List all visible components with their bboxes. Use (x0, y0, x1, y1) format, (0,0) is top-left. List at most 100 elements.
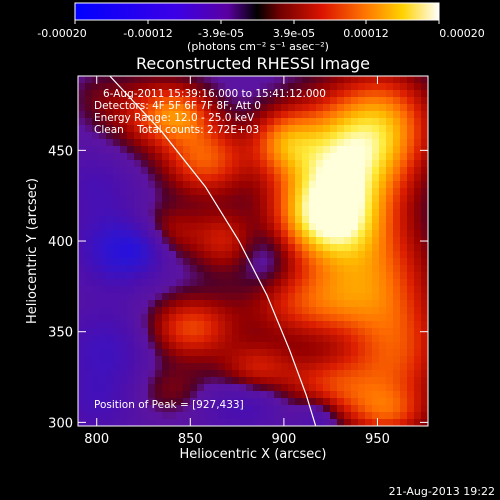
heatmap-cell (337, 265, 345, 273)
heatmap-cell (288, 307, 296, 315)
heatmap-cell (344, 342, 352, 350)
heatmap-cell (267, 118, 275, 126)
heatmap-cell (281, 419, 289, 426)
heatmap-cell (176, 237, 184, 245)
heatmap-cell (309, 230, 317, 238)
heatmap-cell (260, 293, 268, 301)
heatmap-cell (197, 153, 205, 161)
heatmap-cell (148, 132, 156, 140)
heatmap-cell (393, 300, 401, 308)
heatmap-cell (344, 412, 352, 420)
annotation-peak-position: Position of Peak = [927,433] (94, 399, 244, 411)
heatmap-cell (330, 377, 338, 385)
heatmap-cell (183, 118, 191, 126)
heatmap-cell (414, 377, 422, 385)
heatmap-cell (358, 118, 366, 126)
heatmap-cell (386, 272, 394, 280)
heatmap-cell (316, 104, 324, 112)
heatmap-cell (141, 174, 149, 182)
heatmap-cell (141, 272, 149, 280)
heatmap-cell (358, 244, 366, 252)
heatmap-cell (295, 321, 303, 329)
heatmap-cell (232, 125, 240, 133)
heatmap-cell (372, 398, 380, 406)
heatmap-cell (421, 391, 428, 399)
heatmap-cell (316, 146, 324, 154)
heatmap-cell (113, 209, 121, 217)
heatmap-cell (148, 363, 156, 371)
heatmap-cell (337, 174, 345, 182)
heatmap-cell (414, 181, 422, 189)
heatmap-cell (120, 125, 128, 133)
heatmap-cell (239, 335, 247, 343)
heatmap-cell (141, 76, 149, 84)
heatmap-cell (372, 237, 380, 245)
heatmap-cell (239, 356, 247, 364)
heatmap-cell (239, 195, 247, 203)
heatmap-cell (302, 90, 310, 98)
heatmap-cell (148, 335, 156, 343)
heatmap-cell (316, 398, 324, 406)
heatmap-cell (253, 342, 261, 350)
heatmap-cell (323, 293, 331, 301)
heatmap-cell (162, 237, 170, 245)
heatmap-cell (218, 391, 226, 399)
heatmap-cell (190, 328, 198, 336)
heatmap-cell (358, 412, 366, 420)
heatmap-cell (393, 146, 401, 154)
heatmap-cell (253, 300, 261, 308)
heatmap-cell (260, 384, 268, 392)
heatmap-cell (358, 125, 366, 133)
heatmap-cell (274, 209, 282, 217)
heatmap-cell (351, 342, 359, 350)
heatmap-cell (337, 356, 345, 364)
heatmap-cell (85, 160, 93, 168)
heatmap-cell (225, 377, 233, 385)
heatmap-cell (190, 384, 198, 392)
heatmap-cell (169, 307, 177, 315)
heatmap-cell (204, 139, 212, 147)
heatmap-cell (288, 97, 296, 105)
heatmap-cell (148, 307, 156, 315)
heatmap-cell (225, 104, 233, 112)
heatmap-cell (309, 146, 317, 154)
heatmap-cell (232, 202, 240, 210)
heatmap-cell (281, 223, 289, 231)
heatmap-cell (204, 405, 212, 413)
heatmap-cell (106, 139, 114, 147)
heatmap-cell (99, 146, 107, 154)
heatmap-cell (99, 76, 107, 84)
heatmap-cell (155, 321, 163, 329)
heatmap-cell (239, 146, 247, 154)
heatmap-cell (190, 265, 198, 273)
heatmap-cell (288, 216, 296, 224)
heatmap-cell (190, 139, 198, 147)
heatmap-cell (183, 244, 191, 252)
heatmap-cell (281, 83, 289, 91)
heatmap-cell (246, 363, 254, 371)
heatmap-cell (127, 132, 135, 140)
heatmap-cell (414, 90, 422, 98)
heatmap-cell (246, 209, 254, 217)
heatmap-cell (295, 111, 303, 119)
heatmap-cell (253, 405, 261, 413)
heatmap-cell (309, 111, 317, 119)
heatmap-cell (316, 153, 324, 161)
heatmap-cell (281, 118, 289, 126)
heatmap-cell (323, 153, 331, 161)
heatmap-cell (400, 146, 408, 154)
heatmap-cell (393, 216, 401, 224)
heatmap-cell (120, 300, 128, 308)
heatmap-cell (211, 223, 219, 231)
heatmap-cell (414, 391, 422, 399)
heatmap-cell (337, 335, 345, 343)
heatmap-cell (316, 139, 324, 147)
heatmap-cell (260, 202, 268, 210)
heatmap-cell (218, 160, 226, 168)
heatmap-cell (337, 125, 345, 133)
heatmap-cell (302, 398, 310, 406)
heatmap-cell (106, 258, 114, 266)
heatmap-cell (274, 223, 282, 231)
heatmap-cell (127, 300, 135, 308)
heatmap-cell (141, 111, 149, 119)
